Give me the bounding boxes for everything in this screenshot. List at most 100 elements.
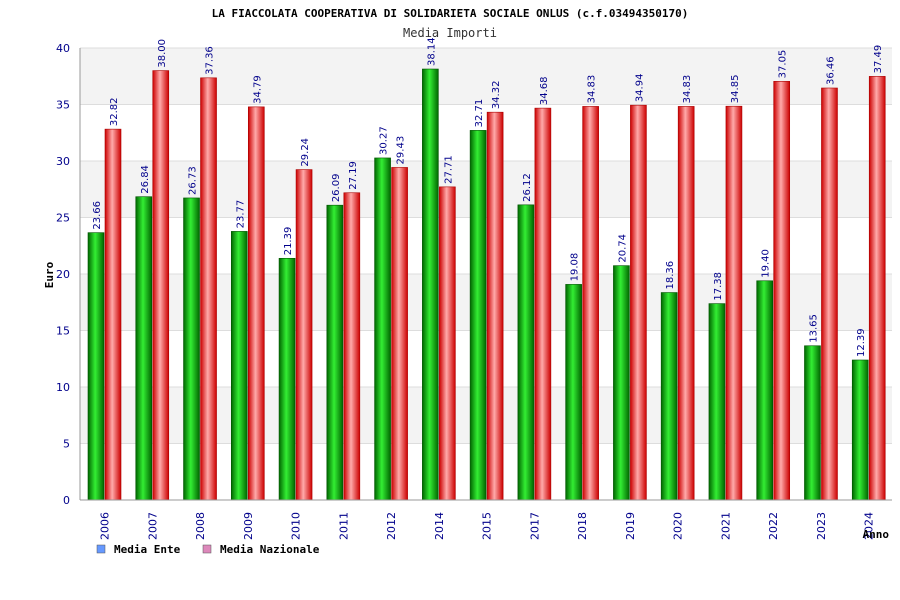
- data-label: 18.36: [665, 261, 676, 290]
- y-tick-label: 40: [56, 42, 70, 55]
- bar-nazionale: [104, 128, 122, 501]
- bar-nazionale: [773, 81, 791, 501]
- x-tick-label: 2010: [290, 512, 303, 540]
- y-tick-label: 25: [56, 212, 70, 225]
- bar-nazionale: [534, 107, 552, 501]
- bar-ente: [756, 280, 774, 501]
- bars: [87, 68, 886, 501]
- bar-nazionale: [200, 77, 217, 501]
- bar-nazionale: [391, 167, 408, 501]
- bar-nazionale: [295, 169, 313, 501]
- bar-ente: [804, 345, 821, 501]
- x-tick-label: 2020: [672, 512, 685, 540]
- y-tick-label: 10: [56, 381, 70, 394]
- bar-nazionale: [343, 192, 361, 501]
- bar-ente: [469, 130, 487, 501]
- data-label: 29.24: [300, 138, 311, 167]
- x-tick-label: 2006: [99, 512, 112, 540]
- bar-ente: [851, 359, 869, 501]
- x-tick-label: 2012: [385, 512, 398, 540]
- bar-nazionale: [821, 87, 838, 501]
- legend: Media Ente Media Nazionale: [96, 543, 320, 556]
- y-axis-ticks: 0 5 10 15 20 25 30 35 40: [56, 42, 70, 507]
- bar-ente: [422, 68, 439, 501]
- data-label: 32.82: [109, 97, 120, 126]
- data-label: 32.71: [474, 99, 485, 128]
- x-tick-label: 2014: [433, 512, 446, 540]
- legend-swatch-ente: [96, 544, 106, 554]
- legend-label-nazionale: Media Nazionale: [220, 543, 320, 556]
- bar-nazionale: [677, 106, 695, 501]
- data-label: 26.84: [140, 165, 151, 194]
- data-label: 21.39: [283, 227, 294, 256]
- bar-ente: [135, 196, 153, 501]
- data-label: 26.09: [331, 174, 342, 203]
- data-label: 34.83: [682, 75, 693, 104]
- y-tick-label: 30: [56, 155, 70, 168]
- data-label: 23.77: [235, 200, 246, 229]
- x-tick-label: 2011: [337, 512, 350, 540]
- x-tick-label: 2021: [719, 512, 732, 540]
- data-label: 34.32: [491, 81, 502, 110]
- y-tick-label: 20: [56, 268, 70, 281]
- data-label: 19.08: [570, 253, 581, 282]
- x-tick-label: 2022: [767, 512, 780, 540]
- data-label: 34.79: [252, 75, 263, 104]
- data-label: 34.94: [634, 74, 645, 103]
- data-label: 26.73: [188, 166, 199, 195]
- data-label: 19.40: [761, 249, 772, 278]
- bar-ente: [708, 303, 726, 501]
- legend-swatch-nazionale: [202, 544, 212, 554]
- bar-ente: [183, 197, 200, 501]
- data-label: 27.71: [443, 155, 454, 184]
- x-tick-label: 2017: [528, 512, 541, 540]
- chart-title: LA FIACCOLATA COOPERATIVA DI SOLIDARIETA…: [212, 7, 689, 20]
- x-tick-label: 2018: [576, 512, 589, 540]
- data-label: 30.27: [379, 126, 390, 155]
- x-tick-label: 2009: [242, 512, 255, 540]
- y-tick-label: 0: [63, 494, 70, 507]
- bar-ente: [517, 204, 535, 501]
- data-label: 38.14: [426, 37, 437, 66]
- data-label: 34.85: [730, 75, 741, 104]
- data-label: 27.19: [348, 161, 359, 190]
- bar-nazionale: [152, 70, 170, 501]
- data-label: 34.83: [587, 75, 598, 104]
- bar-ente: [660, 292, 678, 501]
- bar-nazionale: [582, 106, 599, 501]
- data-label: 38.00: [157, 39, 168, 68]
- x-axis-label: Anno: [863, 528, 890, 541]
- data-label: 23.66: [92, 201, 103, 230]
- data-label: 17.38: [713, 272, 724, 301]
- data-label: 13.65: [808, 314, 819, 343]
- bar-ente: [565, 284, 582, 501]
- bar-nazionale: [868, 76, 886, 501]
- data-label: 34.68: [539, 76, 550, 105]
- bar-ente: [613, 265, 630, 501]
- bar-nazionale: [630, 104, 647, 501]
- data-label: 29.43: [396, 136, 407, 165]
- x-tick-label: 2024: [863, 512, 876, 540]
- data-label: 36.46: [825, 56, 836, 85]
- bar-ente: [326, 204, 344, 501]
- y-tick-label: 5: [63, 438, 70, 451]
- data-label: 26.12: [522, 173, 533, 202]
- bar-nazionale: [486, 111, 504, 501]
- y-tick-label: 35: [56, 99, 70, 112]
- y-axis-label: Euro: [43, 261, 56, 288]
- x-tick-label: 2015: [481, 512, 494, 540]
- data-label: 37.49: [873, 45, 884, 74]
- x-axis-ticks: 2006 2007 2008 2009 2010 2011 2012 2014 2015 2017…: [99, 512, 876, 540]
- bar-ente: [278, 257, 296, 501]
- legend-label-ente: Media Ente: [114, 543, 181, 556]
- x-tick-label: 2008: [194, 512, 207, 540]
- y-tick-label: 15: [56, 325, 70, 338]
- x-tick-label: 2023: [815, 512, 828, 540]
- bar-nazionale: [439, 186, 456, 501]
- x-tick-label: 2019: [624, 512, 637, 540]
- bar-nazionale: [247, 106, 265, 501]
- data-label: 37.05: [778, 50, 789, 79]
- data-label: 20.74: [617, 234, 628, 263]
- data-label: 37.36: [205, 46, 216, 75]
